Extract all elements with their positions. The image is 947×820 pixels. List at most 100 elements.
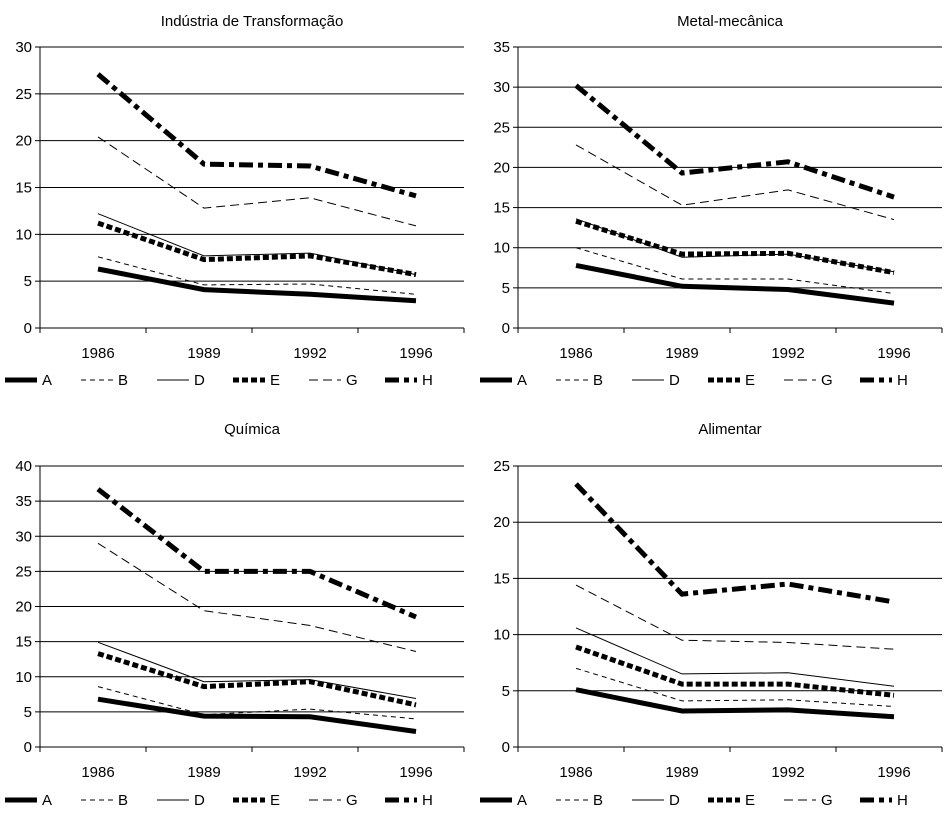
legend-label-b: B xyxy=(593,792,603,809)
x-tick-label: 1996 xyxy=(399,764,432,781)
y-tick-label: 25 xyxy=(15,86,32,103)
legend-label-h: H xyxy=(897,792,908,809)
x-tick-label: 1996 xyxy=(399,345,432,362)
series-line-e xyxy=(97,220,417,278)
y-tick-label: 15 xyxy=(493,200,510,217)
series-line-a xyxy=(575,687,895,720)
y-tick-label: 5 xyxy=(502,683,510,700)
y-tick-label: 5 xyxy=(24,704,32,721)
x-tick-label: 1986 xyxy=(559,345,592,362)
line-chart: 0 5 10 15 20 25 30 35 1986 1989 1992 1996 A B D E G H xyxy=(480,39,943,389)
x-tick-label: 1992 xyxy=(771,345,804,362)
y-tick-label: 10 xyxy=(493,627,510,644)
y-tick-label: 20 xyxy=(493,159,510,176)
series-line-g xyxy=(97,136,417,227)
y-tick-label: 0 xyxy=(24,320,32,337)
x-tick-label: 1992 xyxy=(293,345,326,362)
series-line-h xyxy=(96,72,417,199)
chart-panel-metal-mecanica: Metal-mecânica 0 5 10 15 20 25 30 35 1986 1989 199… xyxy=(473,0,947,408)
legend-label-h: H xyxy=(422,792,433,809)
series-line-b xyxy=(97,256,417,295)
x-tick-label: 1986 xyxy=(81,764,114,781)
y-tick-label: 20 xyxy=(15,599,32,616)
y-tick-label: 5 xyxy=(24,273,32,290)
y-tick-label: 30 xyxy=(15,39,32,56)
y-tick-label: 15 xyxy=(15,634,32,651)
y-tick-label: 15 xyxy=(493,570,510,587)
legend-label-g: G xyxy=(346,372,358,389)
x-tick-label: 1986 xyxy=(81,345,114,362)
legend-label-d: D xyxy=(194,792,205,809)
chart-title: Indústria de Transformação xyxy=(160,13,344,30)
series-line-e xyxy=(575,218,895,276)
chart-panel-quimica: Química 0 5 10 15 20 25 30 35 40 1986 1989 1992 1996… xyxy=(0,408,473,815)
series-line-b xyxy=(97,686,417,720)
chart-title: Metal-mecânica xyxy=(677,13,783,30)
y-tick-label: 0 xyxy=(502,739,510,756)
legend-label-e: E xyxy=(270,372,280,389)
y-tick-label: 5 xyxy=(502,280,510,297)
series-line-d xyxy=(97,213,417,276)
series-line-a xyxy=(575,262,895,306)
y-tick-label: 20 xyxy=(493,514,510,531)
legend-label-e: E xyxy=(745,372,755,389)
series-line-b xyxy=(575,667,895,707)
series-line-g xyxy=(575,144,895,221)
legend-label-h: H xyxy=(422,372,433,389)
series-line-b xyxy=(575,247,895,294)
series-line-e xyxy=(575,644,895,698)
series-line-d xyxy=(575,627,895,687)
x-tick-label: 1986 xyxy=(559,764,592,781)
y-tick-label: 0 xyxy=(502,320,510,337)
series-line-a xyxy=(97,696,417,734)
legend-label-a: A xyxy=(517,372,527,389)
x-tick-label: 1989 xyxy=(187,764,220,781)
line-chart: 0 5 10 15 20 25 30 1986 1989 1992 1996 A B D E G H xyxy=(5,39,465,389)
series-line-d xyxy=(97,641,417,699)
x-tick-label: 1996 xyxy=(877,345,910,362)
legend-label-g: G xyxy=(821,792,833,809)
legend-label-h: H xyxy=(897,372,908,389)
legend-label-a: A xyxy=(42,372,52,389)
series-line-e xyxy=(97,651,417,708)
x-tick-label: 1989 xyxy=(665,764,698,781)
y-tick-label: 30 xyxy=(15,528,32,545)
chart-title: Alimentar xyxy=(698,421,762,438)
series-line-g xyxy=(97,542,417,652)
y-tick-label: 25 xyxy=(15,563,32,580)
y-tick-label: 30 xyxy=(493,79,510,96)
legend-label-d: D xyxy=(194,372,205,389)
chart-panel-industria: Indústria de Transformação 0 5 10 15 20 25 30 1… xyxy=(0,0,473,408)
y-tick-label: 35 xyxy=(15,493,32,510)
chart-title: Química xyxy=(224,421,280,438)
legend-label-e: E xyxy=(745,792,755,809)
series-line-d xyxy=(575,218,895,273)
series-line-h xyxy=(574,482,895,605)
legend-label-b: B xyxy=(118,372,128,389)
y-tick-label: 15 xyxy=(15,180,32,197)
y-tick-label: 35 xyxy=(493,39,510,56)
series-line-h xyxy=(96,487,417,620)
x-tick-label: 1989 xyxy=(187,345,220,362)
legend-label-g: G xyxy=(821,372,833,389)
legend-label-d: D xyxy=(669,372,680,389)
series-line-g xyxy=(575,584,895,650)
y-tick-label: 20 xyxy=(15,133,32,150)
line-chart: 0 5 10 15 20 25 1986 1989 1992 1996 A B D E G H xyxy=(480,458,943,809)
y-tick-label: 40 xyxy=(15,458,32,475)
y-tick-label: 25 xyxy=(493,119,510,136)
legend-label-b: B xyxy=(118,792,128,809)
x-tick-label: 1992 xyxy=(771,764,804,781)
legend-label-d: D xyxy=(669,792,680,809)
x-tick-label: 1989 xyxy=(665,345,698,362)
legend-label-a: A xyxy=(517,792,527,809)
y-tick-label: 0 xyxy=(24,739,32,756)
legend-label-g: G xyxy=(346,792,358,809)
series-line-h xyxy=(574,83,895,200)
y-tick-label: 10 xyxy=(15,669,32,686)
y-tick-label: 10 xyxy=(15,226,32,243)
chart-panel-alimentar: Alimentar 0 5 10 15 20 25 1986 1989 1992 1996 A B D E… xyxy=(473,408,947,815)
x-tick-label: 1996 xyxy=(877,764,910,781)
series-line-a xyxy=(97,266,417,304)
